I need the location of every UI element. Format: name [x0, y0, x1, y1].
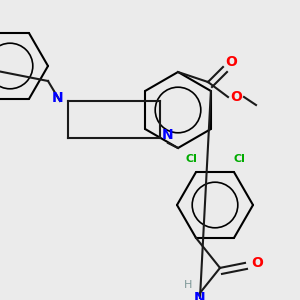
- Text: O: O: [225, 55, 237, 69]
- Text: O: O: [230, 90, 242, 104]
- Text: N: N: [162, 128, 174, 142]
- Text: Cl: Cl: [185, 154, 197, 164]
- Text: N: N: [51, 91, 63, 105]
- Text: Cl: Cl: [233, 154, 245, 164]
- Text: O: O: [251, 256, 263, 270]
- Text: H: H: [184, 280, 192, 290]
- Text: N: N: [194, 291, 206, 300]
